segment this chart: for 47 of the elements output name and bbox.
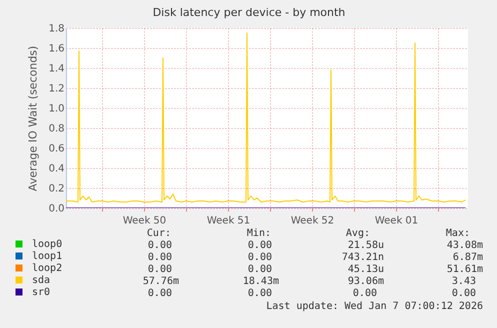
text: 0.00 (452, 288, 476, 299)
text: 3.43 (452, 276, 476, 287)
text: 6.87m (452, 252, 483, 263)
legend-label: loop2 (32, 263, 62, 274)
text: 57.76m (142, 276, 179, 287)
text: Min: (246, 228, 271, 239)
text: 0.00 (352, 288, 377, 299)
text: Cur: (146, 228, 171, 239)
y-tick-label: 0.0 (48, 204, 64, 214)
text: 0.00 (148, 252, 172, 263)
text: 93.06m (348, 276, 384, 287)
x-tick-label: Week 51 (206, 216, 250, 226)
text: Max: (446, 228, 470, 239)
legend-label: loop0 (32, 239, 62, 250)
text: 21.58u (348, 240, 384, 251)
text: 0.00 (248, 240, 272, 251)
text: 51.61m (446, 264, 483, 275)
legend-label: loop1 (32, 251, 62, 262)
text: 0.00 (148, 288, 172, 299)
y-tick-label: 1.8 (48, 24, 64, 34)
text: 0.00 (148, 264, 172, 275)
chart-title: Disk latency per device - by month (152, 6, 346, 19)
y-axis-title: Average IO Wait (seconds) (26, 46, 40, 192)
y-tick-label: 0.8 (48, 124, 64, 134)
legend-label: sr0 (32, 287, 50, 298)
y-tick-label: 0.6 (48, 144, 64, 154)
text: Last update: Wed Jan 7 07:00:12 2026 (266, 301, 483, 312)
x-tick-label: Week 01 (374, 216, 418, 226)
y-tick-label: 0.2 (48, 184, 64, 194)
text: 43.08m (446, 240, 483, 251)
text: Avg: (346, 228, 370, 239)
text: 0.00 (148, 240, 172, 251)
text: 0.00 (248, 288, 272, 299)
y-tick-label: 1.4 (48, 64, 64, 74)
x-tick-label: Week 50 (122, 216, 166, 226)
text: 0.00 (248, 264, 272, 275)
y-tick-label: 1.0 (48, 104, 64, 114)
text: 743.21n (342, 252, 384, 263)
x-tick-label: Week 52 (290, 216, 334, 226)
y-tick-label: 1.2 (48, 84, 64, 94)
text: 18.43m (242, 276, 279, 287)
line-series (66, 32, 466, 202)
text: 45.13u (348, 264, 384, 275)
legend-label: sda (32, 275, 50, 286)
y-tick-label: 1.6 (48, 44, 64, 54)
text: 0.00 (248, 252, 272, 263)
y-tick-label: 0.4 (48, 164, 64, 174)
